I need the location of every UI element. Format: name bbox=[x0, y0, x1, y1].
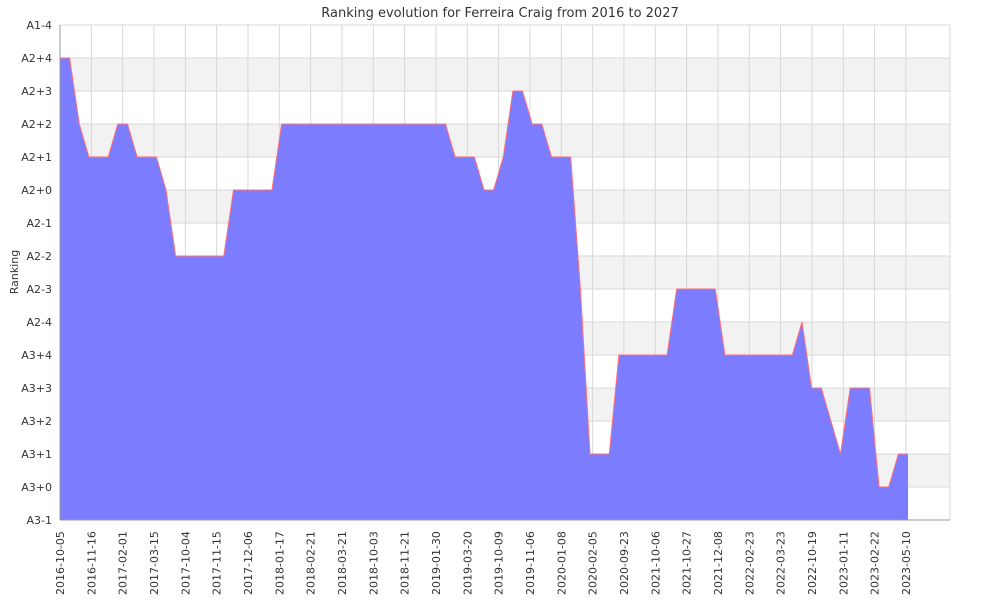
x-tick-label: 2022-03-23 bbox=[775, 531, 788, 595]
x-tick-label: 2018-01-17 bbox=[273, 531, 286, 595]
x-tick-label: 2017-03-15 bbox=[148, 531, 161, 595]
y-tick-label: A2+3 bbox=[21, 85, 52, 98]
y-tick-label: A1-4 bbox=[27, 19, 53, 32]
x-tick-label: 2023-01-11 bbox=[837, 531, 850, 595]
y-axis-label: Ranking bbox=[8, 250, 21, 295]
x-tick-label: 2022-02-23 bbox=[743, 531, 756, 595]
x-tick-label: 2019-10-09 bbox=[493, 531, 506, 595]
x-tick-label: 2016-11-16 bbox=[85, 531, 98, 595]
y-tick-label: A3+2 bbox=[21, 415, 52, 428]
x-tick-label: 2016-10-05 bbox=[54, 531, 67, 595]
series-area bbox=[60, 58, 908, 520]
y-tick-label: A3+4 bbox=[21, 349, 52, 362]
x-tick-label: 2021-12-08 bbox=[712, 531, 725, 595]
y-tick-label: A3+0 bbox=[21, 481, 52, 494]
y-tick-label: A2+0 bbox=[21, 184, 52, 197]
x-tick-label: 2019-03-20 bbox=[461, 531, 474, 595]
y-tick-label: A2+1 bbox=[21, 151, 52, 164]
x-tick-label: 2020-02-05 bbox=[587, 531, 600, 595]
x-tick-label: 2017-12-06 bbox=[242, 531, 255, 595]
y-tick-label: A3-1 bbox=[27, 514, 53, 527]
x-tick-label: 2023-02-22 bbox=[869, 531, 882, 595]
x-tick-label: 2018-10-03 bbox=[367, 531, 380, 595]
y-tick-label: A3+1 bbox=[21, 448, 52, 461]
y-tick-label: A2-3 bbox=[27, 283, 53, 296]
x-tick-label: 2022-10-19 bbox=[806, 531, 819, 595]
x-tick-label: 2020-09-23 bbox=[618, 531, 631, 595]
y-tick-label: A2-4 bbox=[27, 316, 53, 329]
grid-band bbox=[60, 58, 950, 91]
x-tick-label: 2019-01-30 bbox=[430, 531, 443, 595]
x-tick-label: 2017-02-01 bbox=[117, 531, 130, 595]
x-tick-label: 2018-02-21 bbox=[305, 531, 318, 595]
x-tick-label: 2017-11-15 bbox=[211, 531, 224, 595]
y-tick-label: A2-1 bbox=[27, 217, 53, 230]
y-tick-label: A2+2 bbox=[21, 118, 52, 131]
x-tick-label: 2018-03-21 bbox=[336, 531, 349, 595]
y-tick-label: A2-2 bbox=[27, 250, 53, 263]
series-line bbox=[60, 57, 908, 488]
y-tick-label: A2+4 bbox=[21, 52, 52, 65]
x-tick-label: 2019-11-06 bbox=[524, 531, 537, 595]
x-tick-label: 2021-10-27 bbox=[681, 531, 694, 595]
x-tick-label: 2021-10-06 bbox=[649, 531, 662, 595]
x-tick-label: 2020-01-08 bbox=[555, 531, 568, 595]
chart-title: Ranking evolution for Ferreira Craig fro… bbox=[321, 6, 679, 21]
x-tick-label: 2023-05-10 bbox=[900, 531, 913, 595]
x-tick-label: 2017-10-04 bbox=[179, 531, 192, 595]
y-tick-label: A3+3 bbox=[21, 382, 52, 395]
x-tick-label: 2018-11-21 bbox=[399, 531, 412, 595]
